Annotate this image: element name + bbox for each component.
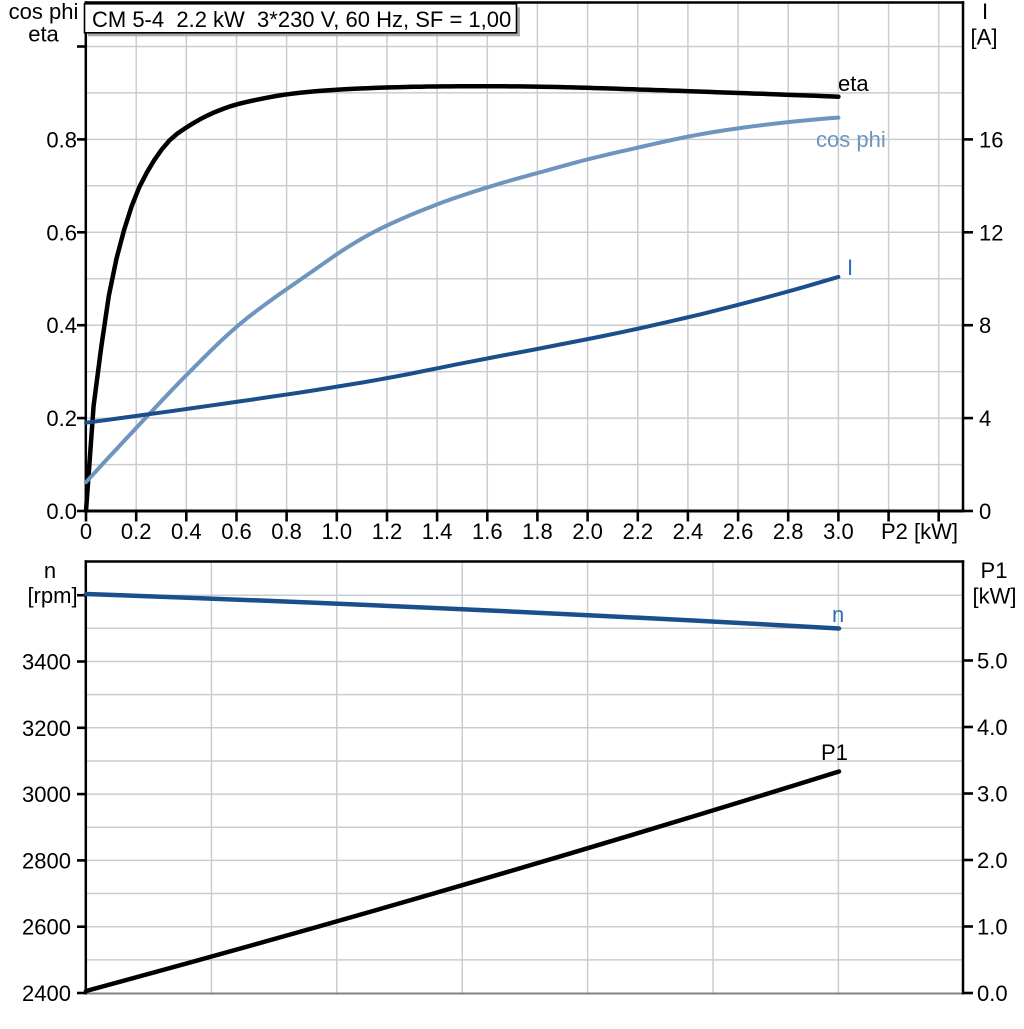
svg-text:2800: 2800 bbox=[22, 848, 71, 873]
svg-text:[A]: [A] bbox=[971, 25, 998, 50]
svg-text:n: n bbox=[832, 602, 844, 627]
svg-text:I: I bbox=[982, 0, 988, 24]
svg-text:2.8: 2.8 bbox=[773, 519, 804, 544]
svg-text:16: 16 bbox=[979, 127, 1003, 152]
svg-text:3.0: 3.0 bbox=[977, 782, 1008, 807]
svg-text:2.0: 2.0 bbox=[977, 848, 1008, 873]
svg-text:1.8: 1.8 bbox=[522, 519, 553, 544]
svg-text:1.6: 1.6 bbox=[472, 519, 503, 544]
svg-text:12: 12 bbox=[979, 220, 1003, 245]
svg-text:4: 4 bbox=[979, 406, 991, 431]
svg-text:2400: 2400 bbox=[22, 981, 71, 1006]
svg-text:3200: 3200 bbox=[22, 716, 71, 741]
svg-text:1.0: 1.0 bbox=[977, 915, 1008, 940]
svg-text:5.0: 5.0 bbox=[977, 649, 1008, 674]
svg-text:2.4: 2.4 bbox=[673, 519, 704, 544]
svg-text:n: n bbox=[44, 558, 56, 583]
svg-text:0.8: 0.8 bbox=[271, 519, 302, 544]
svg-text:P2 [kW]: P2 [kW] bbox=[881, 519, 958, 544]
svg-text:0.2: 0.2 bbox=[121, 519, 152, 544]
svg-text:1.4: 1.4 bbox=[422, 519, 453, 544]
svg-text:0.6: 0.6 bbox=[46, 220, 77, 245]
svg-text:cos phi: cos phi bbox=[9, 0, 79, 24]
svg-text:[kW]: [kW] bbox=[973, 584, 1017, 609]
svg-text:0.4: 0.4 bbox=[171, 519, 202, 544]
svg-text:1.2: 1.2 bbox=[372, 519, 403, 544]
svg-text:cos phi: cos phi bbox=[816, 127, 886, 152]
svg-text:2.0: 2.0 bbox=[572, 519, 603, 544]
svg-text:0.8: 0.8 bbox=[46, 127, 77, 152]
svg-text:3.0: 3.0 bbox=[823, 519, 854, 544]
svg-text:0.6: 0.6 bbox=[221, 519, 252, 544]
svg-text:[rpm]: [rpm] bbox=[27, 583, 77, 608]
svg-text:2.6: 2.6 bbox=[723, 519, 754, 544]
svg-text:2600: 2600 bbox=[22, 915, 71, 940]
svg-text:0.0: 0.0 bbox=[977, 981, 1008, 1006]
svg-text:CM 5-4 2.2 kW 3*230 V, 60 Hz: CM 5-4 2.2 kW 3*230 V, 60 Hz, SF = 1,00 bbox=[92, 7, 511, 32]
svg-text:eta: eta bbox=[838, 71, 869, 96]
svg-text:0.4: 0.4 bbox=[46, 313, 77, 338]
svg-text:0: 0 bbox=[80, 519, 92, 544]
svg-text:0: 0 bbox=[979, 499, 991, 524]
svg-text:eta: eta bbox=[28, 22, 59, 47]
svg-text:0.2: 0.2 bbox=[46, 406, 77, 431]
svg-text:P1: P1 bbox=[821, 740, 848, 765]
svg-text:0.0: 0.0 bbox=[46, 499, 77, 524]
svg-text:4.0: 4.0 bbox=[977, 715, 1008, 740]
svg-text:P1: P1 bbox=[981, 558, 1008, 583]
svg-text:I: I bbox=[847, 255, 853, 280]
svg-text:2.2: 2.2 bbox=[623, 519, 654, 544]
svg-text:8: 8 bbox=[979, 313, 991, 338]
svg-text:3000: 3000 bbox=[22, 782, 71, 807]
svg-text:3400: 3400 bbox=[22, 650, 71, 675]
svg-text:1.0: 1.0 bbox=[322, 519, 353, 544]
